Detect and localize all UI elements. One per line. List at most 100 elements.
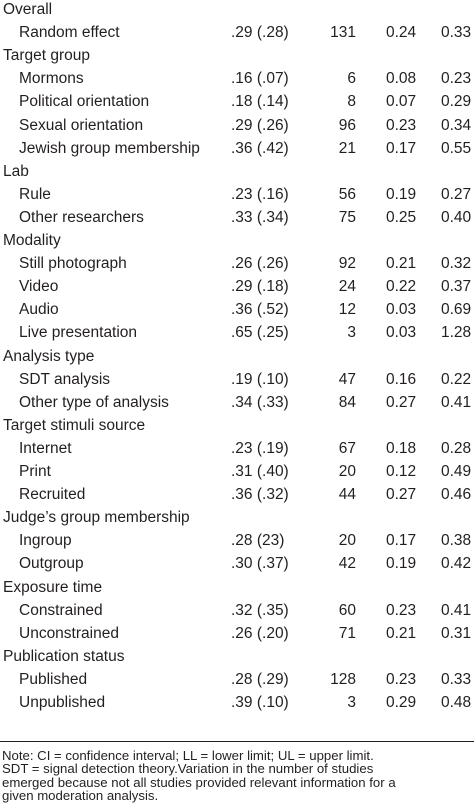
mean-sd: .16 (.07) xyxy=(231,70,289,88)
k-value: 96 xyxy=(338,116,356,134)
note-line: Note: CI = confidence interval; LL = low… xyxy=(2,748,374,763)
upper-limit: 0.28 xyxy=(441,439,472,457)
mean-sd: .30 (.37) xyxy=(231,555,289,573)
upper-limit: 0.55 xyxy=(441,139,472,157)
upper-limit: 0.46 xyxy=(441,486,472,504)
upper-limit: 0.69 xyxy=(441,301,472,319)
lower-limit: 0.23 xyxy=(386,116,417,134)
upper-limit: 0.23 xyxy=(441,70,472,88)
k-value: 20 xyxy=(338,463,356,480)
lower-limit: 0.19 xyxy=(386,185,417,203)
upper-limit: 0.40 xyxy=(441,208,472,226)
k-value: 3 xyxy=(347,694,356,711)
mean-sd: .34 (.33) xyxy=(231,393,289,411)
row-label: Live presentation xyxy=(19,324,138,342)
k-value: 12 xyxy=(338,301,356,319)
k-value: 60 xyxy=(338,601,356,619)
row-label: Recruited xyxy=(19,486,86,504)
k-value: 67 xyxy=(338,439,356,457)
k-value: 71 xyxy=(338,624,356,642)
upper-limit: 0.42 xyxy=(441,555,472,573)
k-value: 56 xyxy=(338,185,356,203)
upper-limit: 0.41 xyxy=(441,601,472,619)
group-title: Lab xyxy=(3,162,29,180)
row-label: SDT analysis xyxy=(19,370,111,388)
upper-limit: 0.37 xyxy=(441,278,472,296)
group-title: Analysis type xyxy=(3,347,95,365)
row-label: Sexual orientation xyxy=(19,116,144,134)
k-value: 92 xyxy=(338,255,356,273)
group-title: Modality xyxy=(3,232,61,249)
row-label: Other researchers xyxy=(19,208,144,226)
mean-sd: .39 (.10) xyxy=(231,694,289,711)
row-label: Still photograph xyxy=(19,255,127,273)
k-value: 8 xyxy=(347,93,356,111)
group-title: Judge’s group membership xyxy=(3,509,190,527)
lower-limit: 0.12 xyxy=(386,463,417,480)
row-label: Published xyxy=(19,670,88,688)
lower-limit: 0.16 xyxy=(386,370,417,388)
mean-sd: .29 (.26) xyxy=(231,116,289,134)
upper-limit: 0.49 xyxy=(441,463,472,480)
upper-limit: 0.33 xyxy=(441,24,472,42)
k-value: 20 xyxy=(338,532,356,550)
upper-limit: 0.32 xyxy=(441,255,472,273)
row-label: Rule xyxy=(19,185,51,203)
row-label: Other type of analysis xyxy=(19,393,169,411)
row-label: Constrained xyxy=(19,601,103,619)
note-line: given moderation analysis. xyxy=(2,788,159,803)
upper-limit: 0.29 xyxy=(441,93,472,111)
k-value: 44 xyxy=(338,486,356,504)
k-value: 6 xyxy=(347,70,356,88)
lower-limit: 0.03 xyxy=(386,324,417,342)
lower-limit: 0.29 xyxy=(386,694,417,711)
mean-sd: .36 (.32) xyxy=(231,486,289,504)
group-title: Target group xyxy=(3,47,91,65)
lower-limit: 0.03 xyxy=(386,301,417,319)
mean-sd: .65 (.25) xyxy=(231,324,289,342)
k-value: 42 xyxy=(338,555,356,573)
mean-sd: .26 (.20) xyxy=(231,624,289,642)
upper-limit: 0.38 xyxy=(441,532,472,550)
mean-sd: .28 (23) xyxy=(231,532,285,550)
lower-limit: 0.21 xyxy=(386,624,417,642)
upper-limit: 0.22 xyxy=(441,370,472,388)
row-label: Ingroup xyxy=(19,532,72,550)
group-title: Target stimuli source xyxy=(3,416,146,434)
row-label: Jewish group membership xyxy=(19,139,200,157)
mean-sd: .31 (.40) xyxy=(231,463,289,480)
mean-sd: .18 (.14) xyxy=(231,93,289,111)
upper-limit: 1.28 xyxy=(441,324,472,342)
lower-limit: 0.21 xyxy=(386,255,417,273)
mean-sd: .23 (.16) xyxy=(231,185,289,203)
upper-limit: 0.27 xyxy=(441,185,472,203)
mean-sd: .23 (.19) xyxy=(231,439,289,457)
table-rule xyxy=(0,741,474,742)
lower-limit: 0.07 xyxy=(386,93,417,111)
row-label: Unpublished xyxy=(19,694,106,711)
group-title: Overall xyxy=(3,1,53,18)
k-value: 47 xyxy=(338,370,356,388)
upper-limit: 0.33 xyxy=(441,670,472,688)
k-value: 128 xyxy=(330,670,356,688)
k-value: 75 xyxy=(338,208,356,226)
lower-limit: 0.23 xyxy=(386,601,417,619)
row-label: Unconstrained xyxy=(19,624,119,642)
k-value: 3 xyxy=(347,324,356,342)
row-label: Internet xyxy=(19,439,72,457)
k-value: 131 xyxy=(330,24,356,42)
row-label: Random effect xyxy=(19,24,120,42)
upper-limit: 0.31 xyxy=(441,624,472,642)
lower-limit: 0.17 xyxy=(386,532,417,550)
upper-limit: 0.48 xyxy=(441,694,472,711)
row-label: Print xyxy=(19,463,51,480)
mean-sd: .26 (.26) xyxy=(231,255,289,273)
mean-sd: .29 (.28) xyxy=(231,24,289,42)
lower-limit: 0.19 xyxy=(386,555,417,573)
mean-sd: .28 (.29) xyxy=(231,670,289,688)
lower-limit: 0.17 xyxy=(386,139,417,157)
k-value: 21 xyxy=(338,139,356,157)
upper-limit: 0.41 xyxy=(441,393,472,411)
row-label: Outgroup xyxy=(19,555,84,573)
lower-limit: 0.27 xyxy=(386,393,417,411)
